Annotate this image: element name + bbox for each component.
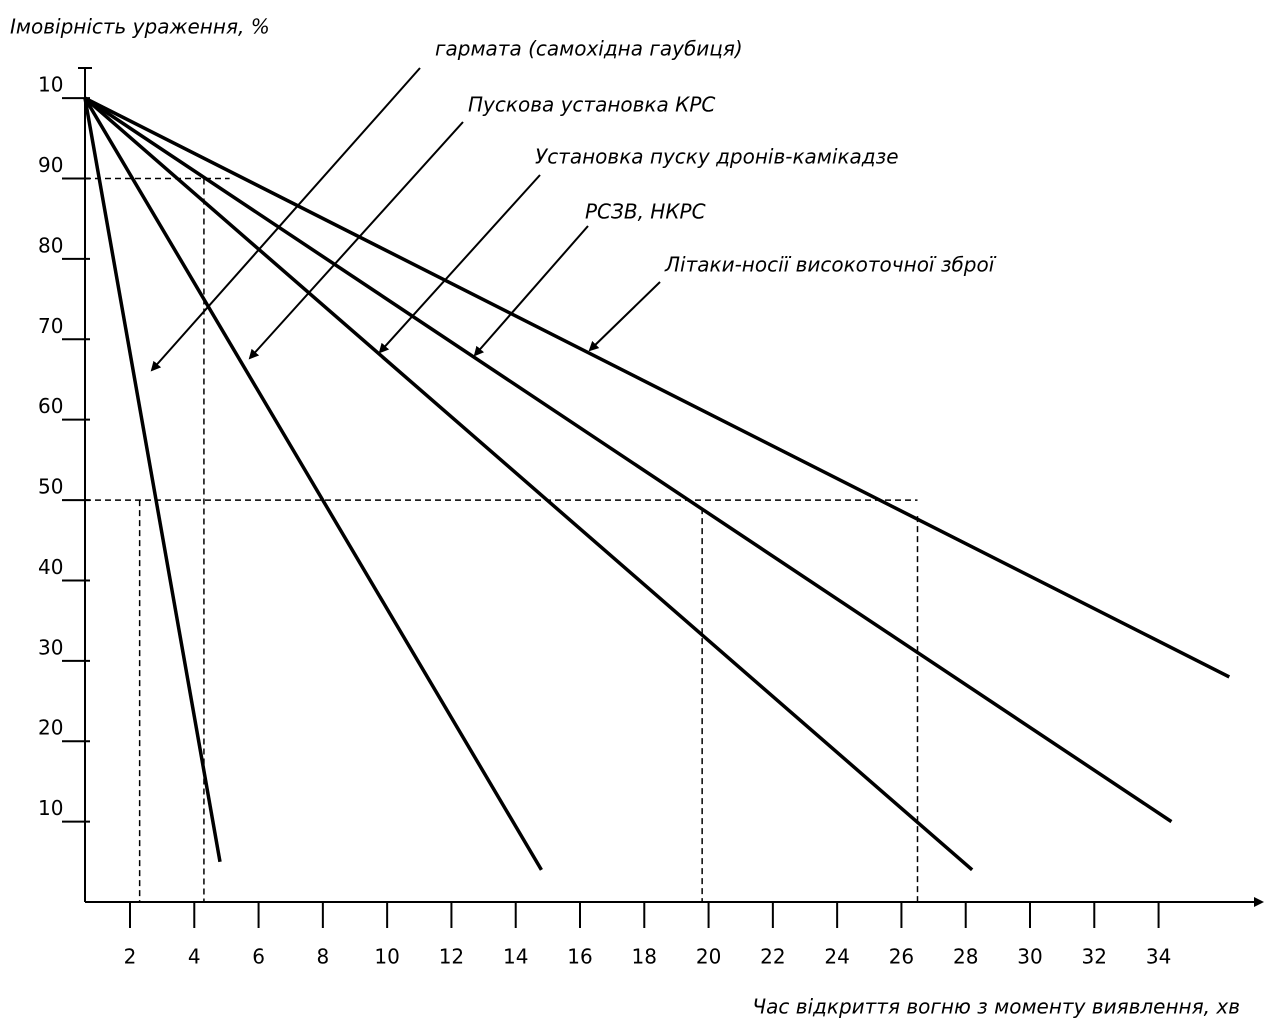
x-tick-label: 2 [124,945,137,969]
y-tick-label: 90 [38,153,63,177]
y-tick-label: 40 [38,555,63,579]
y-tick-label: 70 [38,314,63,338]
x-tick-label: 28 [953,945,978,969]
y-tick-label: 20 [38,716,63,740]
y-tick-label: 10 [38,796,63,820]
x-tick-label: 4 [188,945,201,969]
x-tick-label: 26 [889,945,914,969]
series-label: Установка пуску дронів-камікадзе [535,145,899,169]
x-tick-label: 10 [374,945,399,969]
data-line [83,96,974,872]
x-tick-label: 12 [439,945,464,969]
x-tick-label: 22 [760,945,785,969]
data-line [84,96,1231,679]
y-axis-label: Імовірність ураження, % [10,15,270,39]
series-label: Пускова установка КРС [468,93,715,117]
annotation-arrow [378,174,541,354]
y-tick-label: 80 [38,233,63,257]
x-tick-label: 32 [1082,945,1107,969]
data-line [84,96,1173,824]
annotation-arrow [248,121,464,360]
data-line [83,97,543,871]
x-tick-label: 16 [567,945,592,969]
series-label: Літаки-носії високоточної зброї [664,253,997,277]
x-tick-label: 34 [1146,945,1171,969]
annotation-arrow [150,67,421,372]
x-axis-label: Час відкриття вогню з моменту виявлення,… [752,995,1240,1019]
series-label: гармата (самохідна гаубиця) [435,37,743,61]
x-tick-label: 24 [824,945,849,969]
y-tick-label: 60 [38,394,63,418]
x-tick-label: 8 [316,945,329,969]
x-tick-label: 20 [696,945,721,969]
x-tick-label: 18 [632,945,657,969]
x-tick-label: 30 [1017,945,1042,969]
x-tick-label: 6 [252,945,265,969]
annotation-arrow [588,281,661,352]
y-tick-label: 30 [38,635,63,659]
series-label: РСЗВ, НКРС [585,200,706,224]
data-line [83,97,222,863]
y-tick-label: 10 [38,73,63,97]
x-tick-label: 14 [503,945,528,969]
annotation-arrow [473,225,589,357]
y-tick-label: 50 [38,475,63,499]
